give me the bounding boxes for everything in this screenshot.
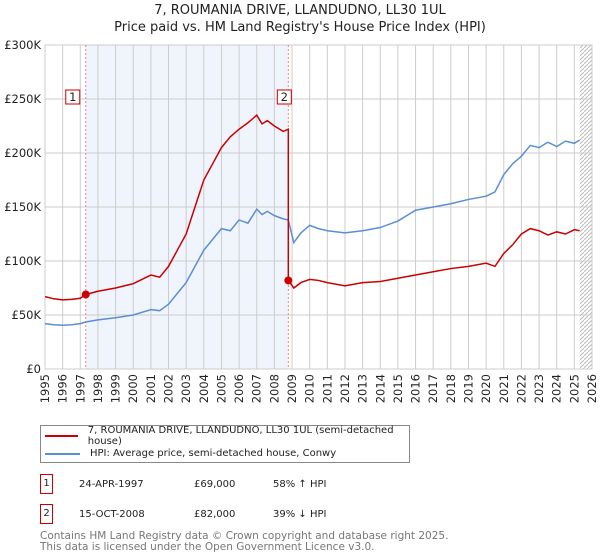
marker-badge: 1	[40, 474, 53, 494]
chart: 1995 1996 1997 1998 1999 2000 2001 2002 2003 2004…	[4, 38, 599, 403]
marker-box	[276, 89, 292, 105]
date: 24-APR-1997	[79, 478, 144, 490]
y-tick-label: £100K	[4, 254, 41, 268]
series-line	[44, 114, 580, 301]
x-tick-label: 2017	[426, 374, 440, 403]
x-tick-label: 2019	[461, 374, 475, 403]
x-tick-label: 1998	[91, 374, 105, 403]
x-tick-label: 1999	[109, 374, 123, 403]
x-tick-label: 2021	[497, 374, 511, 403]
hpi-change: 58% ↑ HPI	[273, 478, 327, 490]
x-tick-label: 2011	[320, 374, 334, 403]
y-tick-label: £0	[26, 362, 41, 376]
x-tick-label: 2009	[285, 374, 299, 403]
x-tick-label: 2002	[162, 374, 176, 403]
x-tick-label: 2012	[338, 374, 352, 403]
hpi-change: 39% ↓ HPI	[273, 508, 327, 520]
x-tick-label: 2005	[214, 374, 228, 403]
subtitle: Price paid vs. HM Land Registry's House …	[114, 20, 486, 35]
copyright-text: Contains HM Land Registry data © Crown c…	[40, 530, 449, 542]
legend: 7, ROUMANIA DRIVE, LLANDUDNO, LL30 1UL (…	[40, 425, 410, 463]
red-line-swatch	[45, 434, 78, 437]
y-tick-label: £150K	[4, 200, 41, 214]
x-tick-label: 2003	[179, 374, 193, 403]
plot-frame	[44, 44, 593, 370]
marker-label: 2	[281, 90, 288, 104]
table-row: 2 15-OCT-2008 £82,000 39% ↓ HPI	[40, 504, 326, 524]
x-tick-label: 2024	[550, 374, 564, 403]
y-tick-label: £50K	[12, 308, 42, 322]
y-tick-label: £250K	[4, 92, 41, 106]
x-tick-label: 1995	[38, 374, 52, 403]
price: £82,000	[194, 508, 236, 520]
x-tick-label: 2016	[409, 374, 423, 403]
x-tick-label: 2008	[267, 374, 281, 403]
chart-title: 7, ROUMANIA DRIVE, LLANDUDNO, LL30 1UL P…	[0, 2, 600, 36]
x-tick-label: 2025	[567, 374, 581, 403]
x-tick-label: 2007	[250, 374, 264, 403]
title: 7, ROUMANIA DRIVE, LLANDUDNO, LL30 1UL	[154, 3, 446, 18]
x-tick-label: 2006	[232, 374, 246, 403]
x-tick-label: 2001	[144, 374, 158, 403]
x-tick-label: 1996	[56, 374, 70, 403]
x-tick-label: 2013	[356, 374, 370, 403]
legend-label: 7, ROUMANIA DRIVE, LLANDUDNO, LL30 1UL (…	[87, 424, 394, 447]
footer: Contains HM Land Registry data © Crown c…	[40, 531, 448, 553]
legend-item-property: 7, ROUMANIA DRIVE, LLANDUDNO, LL30 1UL (…	[41, 424, 409, 447]
license-text: This data is licensed under the Open Gov…	[40, 541, 375, 553]
price: £69,000	[194, 478, 236, 490]
x-tick-label: 2015	[391, 374, 405, 403]
blue-line-swatch	[45, 452, 80, 455]
x-tick-label: 2010	[303, 374, 317, 403]
table-row: 1 24-APR-1997 £69,000 58% ↑ HPI	[40, 474, 326, 494]
x-tick-label: 2014	[373, 374, 387, 403]
y-tick-label: £300K	[4, 38, 41, 52]
x-tick-label: 2022	[514, 374, 528, 403]
date: 15-OCT-2008	[79, 508, 145, 520]
x-tick-label: 2023	[532, 374, 546, 403]
y-tick-label: £200K	[4, 146, 41, 160]
x-tick-label: 2000	[126, 374, 140, 403]
marker-box	[65, 89, 81, 105]
series-line	[44, 139, 581, 327]
x-tick-label: 2026	[585, 374, 599, 403]
x-tick-label: 2020	[479, 374, 493, 403]
x-tick-label: 1997	[73, 374, 87, 403]
marker-badge: 2	[40, 504, 53, 524]
sale-point	[81, 290, 90, 299]
x-tick-label: 2004	[197, 374, 211, 403]
marker-label: 1	[69, 90, 76, 104]
x-tick-label: 2018	[444, 374, 458, 403]
sale-point	[284, 276, 293, 285]
legend-item-hpi: HPI: Average price, semi-detached house,…	[41, 445, 409, 462]
legend-label: HPI: Average price, semi-detached house,…	[90, 448, 337, 459]
